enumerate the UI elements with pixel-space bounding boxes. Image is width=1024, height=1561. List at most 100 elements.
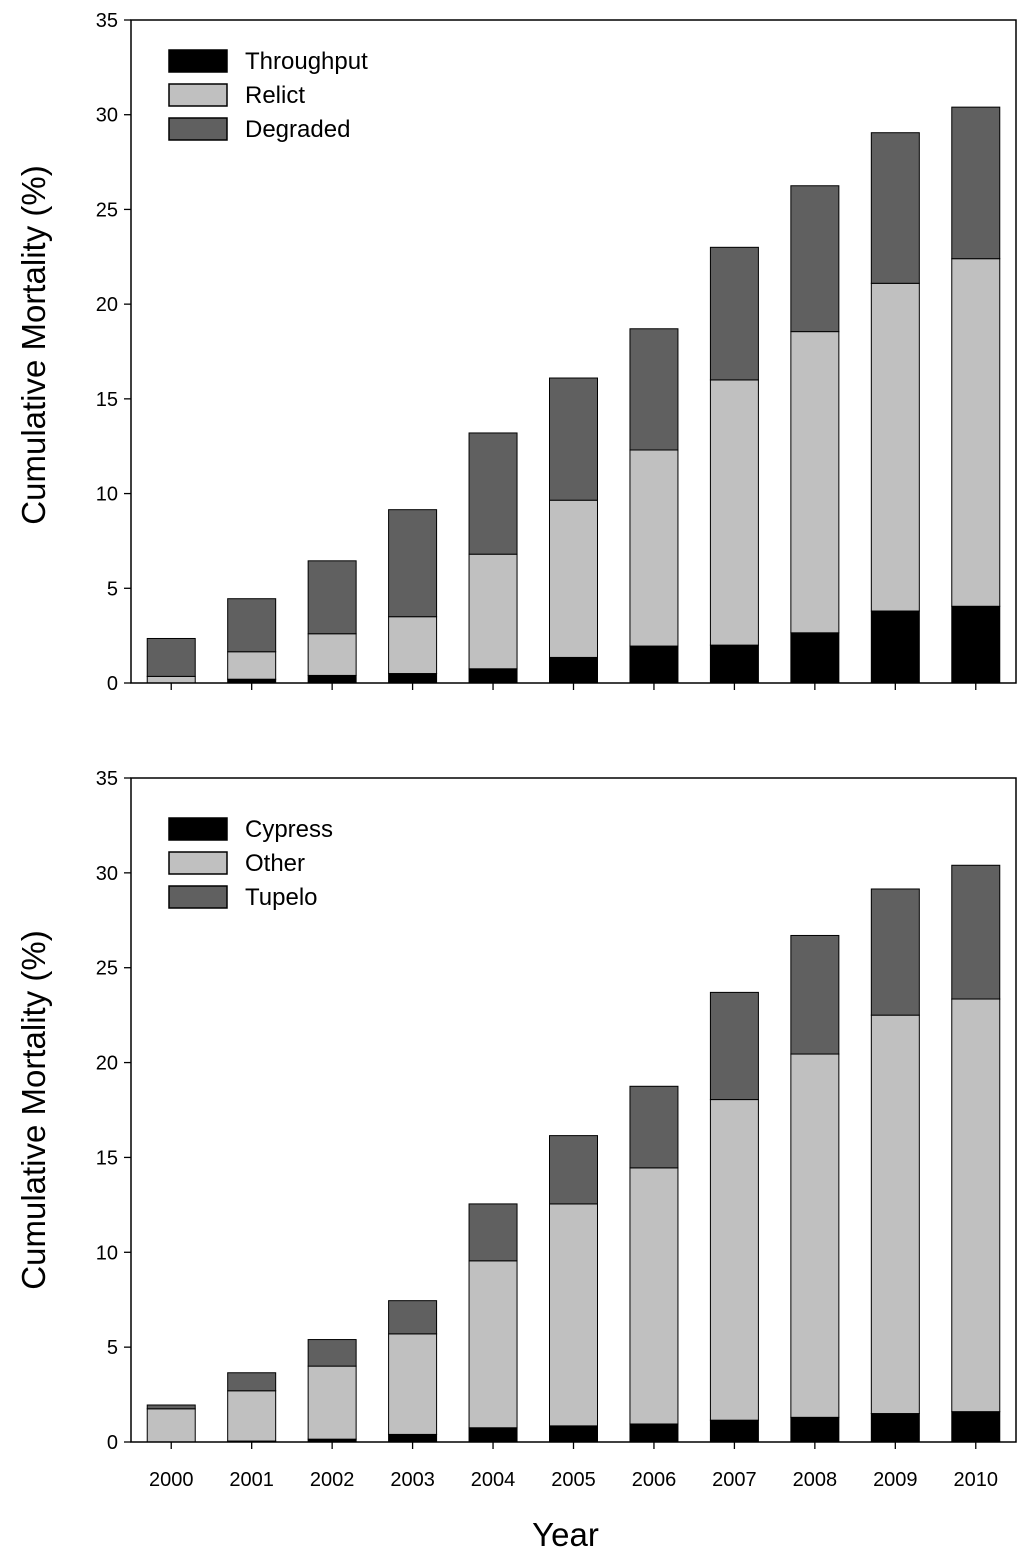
bar-throughput-2009: [870, 610, 920, 684]
bar-tupelo-2007: [709, 991, 759, 1101]
legend-label-throughput: Throughput: [245, 48, 368, 75]
y-tick-label: 10: [96, 484, 118, 506]
bar-throughput-2008: [790, 632, 840, 684]
bar-tupelo-2005: [549, 1135, 598, 1205]
y-tick-label: 15: [96, 1147, 118, 1169]
bar-cypress-2005: [549, 1425, 598, 1443]
bar-degraded-2008: [790, 185, 840, 333]
bar-degraded-2004: [468, 432, 518, 555]
x-tick-label: 2003: [390, 1469, 435, 1491]
bar-relict-2008: [790, 331, 840, 634]
legend-swatch-throughput: [168, 49, 228, 73]
legend-label-other: Other: [245, 850, 305, 877]
bar-tupelo-2008: [790, 934, 840, 1055]
bar-throughput-2003: [388, 673, 438, 684]
bar-degraded-2006: [629, 328, 679, 451]
legend-swatch-other: [168, 851, 228, 875]
y-tick-label: 35: [96, 10, 118, 32]
y-tick-label: 0: [107, 1432, 118, 1454]
legend-label-degraded: Degraded: [245, 116, 350, 143]
x-tick-label: 2005: [551, 1469, 596, 1491]
bar-tupelo-2003: [388, 1300, 438, 1335]
bar-degraded-2005: [549, 377, 598, 501]
legend-label-tupelo: Tupelo: [245, 884, 318, 911]
bar-relict-2010: [951, 258, 1001, 607]
bar-tupelo-2009: [870, 888, 920, 1016]
bar-throughput-2004: [468, 668, 518, 684]
bar-other-2010: [951, 998, 1001, 1413]
bar-other-2009: [870, 1014, 920, 1415]
y-tick-label: 25: [96, 958, 118, 980]
legend-label-cypress: Cypress: [245, 816, 333, 843]
y-tick-label: 20: [96, 1053, 118, 1075]
bar-tupelo-2001: [227, 1372, 277, 1392]
plot-frame: [130, 19, 1017, 684]
bar-relict-2002: [307, 633, 357, 676]
bar-other-2002: [307, 1365, 357, 1440]
y-tick-label: 25: [96, 199, 118, 221]
legend-swatch-cypress: [168, 817, 228, 841]
bar-throughput-2006: [629, 645, 679, 684]
y-tick-label: 10: [96, 1242, 118, 1264]
bar-cypress-2007: [709, 1419, 759, 1443]
bar-other-2004: [468, 1260, 518, 1429]
y-axis-label: Cumulative Mortality (%): [15, 930, 52, 1289]
y-tick-label: 30: [96, 105, 118, 127]
x-axis-label: Year: [532, 1516, 599, 1553]
x-tick-label: 2008: [793, 1469, 838, 1491]
legend-swatch-relict: [168, 83, 228, 107]
bar-throughput-2010: [951, 605, 1001, 684]
y-axis-label: Cumulative Mortality (%): [15, 165, 52, 524]
bar-other-2005: [549, 1203, 598, 1427]
x-tick-label: 2000: [149, 1469, 194, 1491]
bar-other-2000: [146, 1408, 196, 1443]
bar-cypress-2010: [951, 1411, 1001, 1443]
legend-swatch-tupelo: [168, 885, 228, 909]
y-tick-label: 5: [107, 578, 118, 600]
bar-throughput-2007: [709, 644, 759, 684]
x-tick-label: 2004: [471, 1469, 516, 1491]
y-tick-label: 0: [107, 673, 118, 695]
x-tick-label: 2010: [954, 1469, 999, 1491]
bottom-panel-chart: 0 5 10 15 20 25 30 35 2000 2001 2002 2003 2004 2005 20…: [15, 768, 1017, 1553]
bar-relict-2004: [468, 553, 518, 670]
bar-cypress-2004: [468, 1427, 518, 1443]
bar-relict-2000: [146, 675, 196, 684]
x-tick-label: 2002: [310, 1469, 355, 1491]
y-tick-label: 5: [107, 1337, 118, 1359]
bar-other-2007: [709, 1099, 759, 1421]
bar-relict-2003: [388, 616, 438, 675]
bar-tupelo-2000: [146, 1404, 196, 1410]
bar-tupelo-2002: [307, 1339, 357, 1367]
y-tick-label: 15: [96, 389, 118, 411]
bar-other-2003: [388, 1333, 438, 1435]
bar-other-2006: [629, 1167, 679, 1425]
bar-cypress-2009: [870, 1413, 920, 1443]
bar-throughput-2005: [549, 656, 598, 684]
bar-cypress-2003: [388, 1433, 438, 1443]
x-tick-label: 2006: [632, 1469, 677, 1491]
legend-label-relict: Relict: [245, 82, 305, 109]
bar-throughput-2002: [307, 674, 357, 684]
y-tick-label: 35: [96, 768, 118, 790]
bar-other-2008: [790, 1053, 840, 1418]
bar-degraded-2009: [870, 132, 920, 284]
legend-swatch-degraded: [168, 117, 228, 141]
plot-frame: [130, 777, 1017, 1443]
y-tick-label: 20: [96, 294, 118, 316]
bar-cypress-2006: [629, 1423, 679, 1443]
top-panel-chart: 0 5 10 15 20 25 30 35 Cumulative Mortality (%) Th…: [15, 10, 1017, 695]
bar-relict-2001: [227, 651, 277, 680]
y-tick-label: 30: [96, 863, 118, 885]
bar-relict-2006: [629, 449, 679, 647]
bar-degraded-2003: [388, 509, 438, 618]
bar-tupelo-2010: [951, 864, 1001, 1000]
bar-degraded-2001: [227, 598, 277, 653]
bar-tupelo-2006: [629, 1085, 679, 1169]
bar-relict-2007: [709, 379, 759, 646]
bar-degraded-2007: [709, 246, 759, 381]
bar-degraded-2010: [951, 106, 1001, 260]
bar-tupelo-2004: [468, 1203, 518, 1262]
bar-degraded-2002: [307, 560, 357, 635]
